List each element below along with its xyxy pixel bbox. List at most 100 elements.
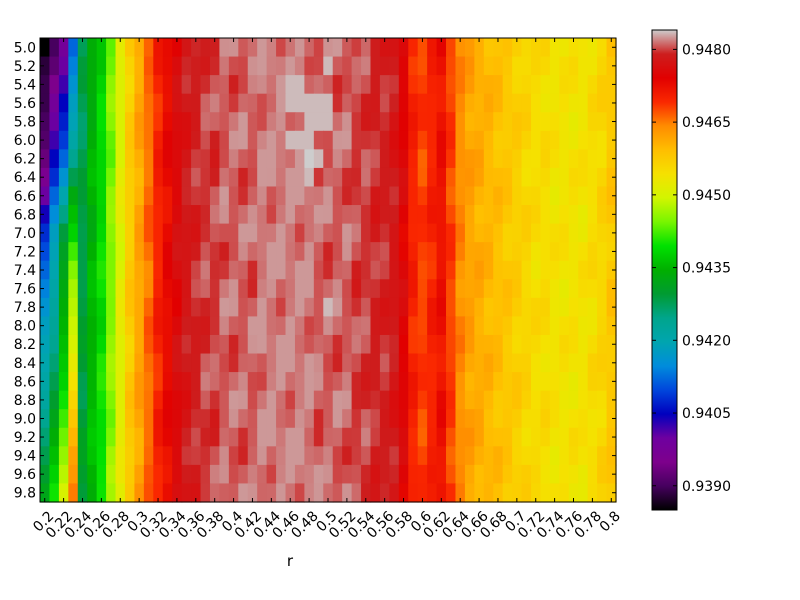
- heatmap-cell: [181, 38, 192, 58]
- heatmap-cell: [77, 427, 88, 447]
- heatmap-cell: [191, 427, 202, 447]
- y-tick-label: 6.8: [14, 207, 36, 223]
- heatmap-cell: [446, 427, 457, 447]
- heatmap-cell: [313, 316, 324, 336]
- heatmap-cell: [191, 297, 202, 317]
- heatmap-cell: [238, 279, 249, 299]
- heatmap-cell: [40, 390, 51, 410]
- heatmap-cell: [549, 427, 560, 447]
- heatmap-cell: [124, 483, 136, 503]
- heatmap-cell: [191, 446, 202, 466]
- heatmap-cell: [313, 149, 324, 169]
- heatmap-cell: [493, 149, 504, 169]
- heatmap-cell: [200, 334, 211, 355]
- heatmap-cell: [115, 279, 126, 299]
- heatmap-cell: [493, 353, 504, 373]
- heatmap-cell: [257, 390, 268, 410]
- heatmap-cell: [606, 483, 617, 503]
- heatmap-cell: [417, 93, 428, 113]
- heatmap-cell: [408, 223, 419, 243]
- heatmap-cell: [266, 56, 277, 76]
- heatmap-cell: [40, 372, 51, 392]
- heatmap-cell: [568, 409, 579, 429]
- heatmap-cell: [294, 464, 305, 485]
- heatmap-cell: [257, 93, 268, 113]
- heatmap-cell: [40, 149, 51, 169]
- heatmap-cell: [266, 446, 277, 466]
- heatmap-cell: [285, 186, 296, 206]
- heatmap-cell: [200, 353, 211, 373]
- heatmap-cell: [597, 93, 608, 113]
- heatmap-cell: [191, 149, 202, 169]
- heatmap-cell: [181, 279, 192, 299]
- heatmap-cell: [483, 446, 494, 466]
- heatmap-cell: [219, 242, 230, 262]
- heatmap-cell: [276, 316, 287, 336]
- y-tick-label: 7.2: [14, 244, 36, 260]
- heatmap-cell: [455, 279, 466, 299]
- heatmap-cell: [96, 316, 107, 336]
- heatmap-cell: [332, 56, 343, 76]
- heatmap-cell: [531, 390, 542, 410]
- heatmap-cell: [313, 260, 324, 280]
- heatmap-cell: [228, 149, 239, 169]
- heatmap-cell: [285, 167, 296, 188]
- heatmap-cell: [483, 297, 494, 317]
- heatmap-cell: [446, 186, 457, 206]
- heatmap-cell: [191, 56, 202, 76]
- heatmap-cell: [464, 56, 475, 76]
- heatmap-cell: [361, 149, 372, 169]
- heatmap-cell: [58, 372, 69, 392]
- heatmap-cell: [370, 56, 381, 76]
- heatmap-cell: [238, 186, 249, 206]
- heatmap-cell: [417, 205, 428, 225]
- heatmap-cell: [512, 167, 523, 188]
- heatmap-cell: [323, 149, 334, 169]
- heatmap-cell: [587, 464, 598, 485]
- heatmap-cell: [446, 93, 457, 113]
- heatmap-cell: [106, 409, 117, 429]
- heatmap-cell: [417, 372, 428, 392]
- heatmap-cell: [398, 372, 409, 392]
- heatmap-cell: [417, 223, 428, 243]
- heatmap-cell: [521, 149, 532, 169]
- heatmap-cell: [361, 93, 372, 113]
- heatmap-cell: [304, 483, 315, 503]
- heatmap-cell: [115, 186, 126, 206]
- heatmap-cell: [257, 316, 268, 336]
- heatmap-cell: [389, 112, 400, 132]
- heatmap-cell: [200, 464, 211, 485]
- heatmap-cell: [568, 75, 579, 95]
- heatmap-cell: [304, 353, 315, 373]
- heatmap-cell: [143, 242, 154, 262]
- heatmap-cell: [332, 483, 343, 503]
- heatmap-cell: [606, 93, 617, 113]
- heatmap-cell: [342, 353, 353, 373]
- heatmap-cell: [568, 186, 579, 206]
- heatmap-cell: [143, 167, 154, 188]
- heatmap-cell: [389, 446, 400, 466]
- heatmap-cell: [606, 279, 617, 299]
- heatmap-cell: [332, 260, 343, 280]
- heatmap-cell: [40, 260, 51, 280]
- heatmap-cell: [191, 464, 202, 485]
- y-axis-ticks: 5.05.25.45.65.86.06.26.46.66.87.07.27.47…: [14, 40, 616, 502]
- heatmap-cell: [247, 409, 258, 429]
- heatmap-cell: [228, 334, 239, 355]
- heatmap-cell: [247, 446, 258, 466]
- heatmap-cell: [493, 93, 504, 113]
- heatmap-cell: [483, 75, 494, 95]
- heatmap-cell: [276, 242, 287, 262]
- heatmap-cell: [559, 75, 570, 95]
- heatmap-cell: [332, 167, 343, 188]
- heatmap-cell: [502, 446, 513, 466]
- heatmap-cell: [427, 75, 438, 95]
- heatmap-cell: [398, 427, 409, 447]
- heatmap-cell: [87, 242, 98, 262]
- heatmap-cell: [58, 353, 69, 373]
- heatmap-cell: [87, 353, 98, 373]
- heatmap-cell: [427, 149, 438, 169]
- heatmap-cell: [531, 112, 542, 132]
- heatmap-cell: [266, 316, 277, 336]
- heatmap-cell: [191, 390, 202, 410]
